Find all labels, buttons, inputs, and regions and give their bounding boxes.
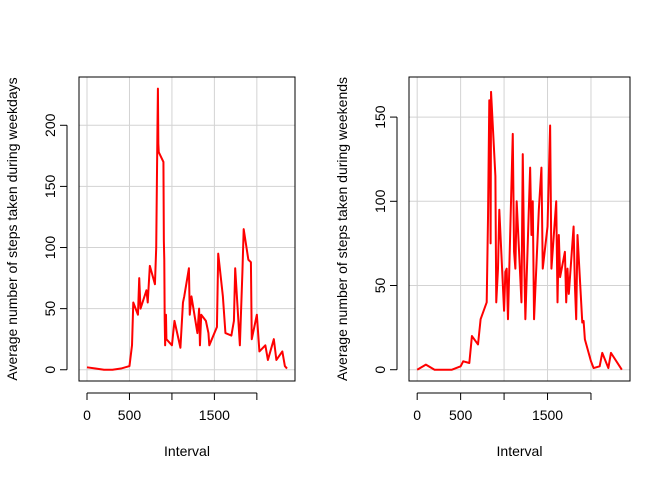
x-tick-label: 500 [449,407,473,423]
y-tick-label: 0 [42,366,58,374]
plot-box [408,76,631,382]
x-tick-label: 500 [118,407,142,423]
y-tick-label: 100 [42,236,58,260]
x-axis-title: Interval [497,443,543,459]
x-tick-label: 1500 [199,407,230,423]
x-tick-label: 0 [83,407,91,423]
plot-box [78,76,296,382]
y-tick-label: 50 [42,301,58,317]
data-line [416,90,623,371]
y-tick-label: 100 [372,189,388,213]
y-axis-title: Average number of steps taken during wee… [334,77,350,381]
data-line [86,87,288,371]
y-axis-title: Average number of steps taken during wee… [4,77,20,380]
x-tick-label: 0 [413,407,421,423]
y-tick-label: 150 [372,105,388,129]
x-axis-title: Interval [164,443,210,459]
y-tick-label: 0 [372,366,388,374]
x-tick-label: 1500 [532,407,563,423]
y-tick-label: 50 [372,278,388,294]
y-tick-label: 150 [42,175,58,199]
y-tick-label: 200 [42,113,58,137]
